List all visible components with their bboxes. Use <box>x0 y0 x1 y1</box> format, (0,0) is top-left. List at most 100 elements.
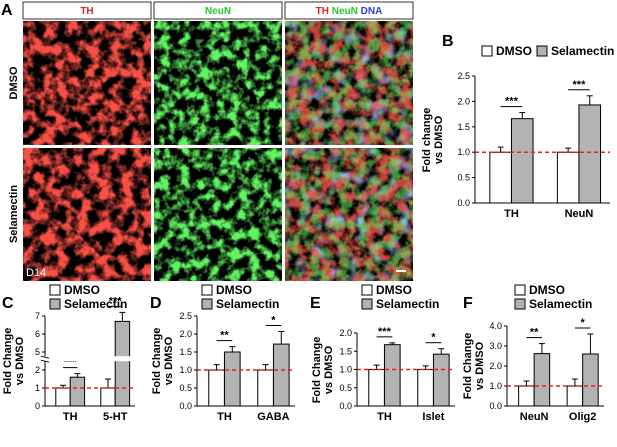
panel-d: D 0.0 0.5 1.0 1.5 2.0 2.5 Fold Changevs DMSO DMS… <box>150 283 295 423</box>
bar-dmso <box>100 387 116 407</box>
y-tick-label: 1.0 <box>457 147 470 157</box>
y-axis-label-line: Fold Change <box>151 328 163 395</box>
bar-dmso <box>489 151 512 204</box>
significance-label: *** <box>573 79 587 91</box>
legend-label-dmso: DMSO <box>529 283 565 297</box>
row-label-selamectin: Selamectin <box>8 185 20 243</box>
column-header-0: TH <box>80 6 93 17</box>
panel-c: C 0 1 2 5 6 7 Fold Changevs DMSO DMSOSelamectin*… <box>2 283 135 423</box>
panel-b: B 0.0 0.5 1.0 1.5 2.0 2.5 Fold changevs DMSO DMS… <box>421 33 614 220</box>
legend-swatch-selamectin <box>49 298 61 310</box>
y-tick-label: 1.0 <box>339 365 352 375</box>
bar-dmso <box>417 369 434 407</box>
category-label: TH <box>217 411 232 423</box>
y-tick-label: 7 <box>35 311 40 321</box>
image-dmso-merge <box>285 21 413 145</box>
significance-label: * <box>271 314 276 326</box>
legend-label-selamectin: Selamectin <box>376 297 439 311</box>
category-label: TH <box>63 411 78 423</box>
column-header-part: NeuN <box>329 6 358 17</box>
y-axis-label-line: Fold change <box>421 108 433 173</box>
y-tick-label: 4.0 <box>489 321 502 331</box>
panel-a-letter: A <box>1 2 13 19</box>
axis-break <box>42 356 132 362</box>
category-label: Islet <box>422 411 444 423</box>
bar-dmso <box>208 369 225 407</box>
panel-letter: B <box>442 33 454 50</box>
y-axis-label: Fold changevs DMSO <box>421 108 445 173</box>
legend-label-dmso: DMSO <box>64 283 100 297</box>
significance-label: ** <box>530 327 539 339</box>
y-tick-label: 1.0 <box>489 381 502 391</box>
day-label: D14 <box>26 267 46 279</box>
legend-label-selamectin: Selamectin <box>529 297 592 311</box>
y-axis-label: Fold Changevs DMSO <box>311 337 335 404</box>
y-axis-label: Fold Changevs DMSO <box>2 328 26 395</box>
row-label-dmso: DMSO <box>8 66 20 99</box>
y-tick-label: 2.0 <box>489 361 502 371</box>
panel-a: A TH NeuN TH NeuN DNA <box>1 1 414 281</box>
y-tick-label: 0 <box>35 401 40 411</box>
scale-bar <box>396 270 406 272</box>
category-label: NeuN <box>520 411 549 423</box>
legend-label-dmso: DMSO <box>496 44 532 58</box>
y-axis-label: Fold Changevs DMSO <box>462 333 486 400</box>
legend-label-dmso: DMSO <box>376 283 412 297</box>
y-tick-label: 1.5 <box>179 347 192 357</box>
y-axis-label-line: Fold Change <box>462 333 474 400</box>
image-selamectin-merge <box>285 148 413 281</box>
category-label: TH <box>377 411 392 423</box>
y-tick-label: 2.0 <box>179 329 192 339</box>
header-th-bg <box>22 1 152 20</box>
axis-break-mark <box>40 359 50 363</box>
column-header-2: TH NeuN DNA <box>316 6 383 17</box>
axis-break-mark <box>40 355 50 359</box>
legend-swatch-selamectin <box>536 45 548 57</box>
bar-dmso <box>368 369 385 407</box>
y-tick-label: 1.5 <box>339 346 352 356</box>
significance-label: *** <box>505 96 519 108</box>
y-tick-label: 1.5 <box>457 122 470 132</box>
bar-selamectin <box>272 343 290 407</box>
category-label: Olig2 <box>569 411 597 423</box>
y-axis-label-line: Fold Change <box>2 328 14 395</box>
y-tick-label: 0.0 <box>339 401 352 411</box>
panel-letter: D <box>150 295 162 312</box>
legend-label-selamectin: Selamectin <box>551 44 614 58</box>
bar-selamectin <box>510 118 534 204</box>
y-axis-label-line: vs DMSO <box>163 336 175 385</box>
image-dmso-th <box>23 21 151 145</box>
legend-swatch-dmso <box>481 45 493 57</box>
y-tick-label: 0.0 <box>489 401 502 411</box>
legend-swatch-dmso <box>361 284 373 296</box>
y-axis-label-line: vs DMSO <box>474 341 486 390</box>
category-label: TH <box>504 208 519 220</box>
y-tick-label: 1.0 <box>179 365 192 375</box>
y-axis-label: Fold Changevs DMSO <box>151 328 175 395</box>
column-header-part: NeuN <box>205 6 231 17</box>
y-tick-label: 2.0 <box>457 96 470 106</box>
y-tick-label: 5 <box>35 347 40 357</box>
column-header-part: DNA <box>358 6 382 17</box>
y-axis-label-line: vs DMSO <box>323 345 335 394</box>
significance-label: *** <box>109 295 123 307</box>
bar-dmso <box>257 369 274 407</box>
significance-label: * <box>431 332 436 344</box>
panel-letter: F <box>463 295 473 312</box>
header-merge-bg <box>284 1 414 20</box>
y-tick-label: 0.5 <box>457 173 470 183</box>
column-header-1: NeuN <box>205 6 231 17</box>
legend-swatch-dmso <box>201 284 213 296</box>
y-axis-label-line: vs DMSO <box>433 115 445 164</box>
y-tick-label: 0.0 <box>457 198 470 208</box>
legend-label-selamectin: Selamectin <box>216 297 279 311</box>
panel-e: E 0.0 0.5 1.0 1.5 2.0 Fold Changevs DMSO DMSOSe… <box>310 283 455 423</box>
category-label: NeuN <box>565 208 594 220</box>
y-tick-label: 0.0 <box>179 401 192 411</box>
significance-label: *** <box>378 326 392 338</box>
bar-selamectin <box>432 353 450 407</box>
image-selamectin-neun <box>154 148 282 281</box>
legend-swatch-dmso <box>49 284 61 296</box>
y-axis-label-line: vs DMSO <box>14 336 26 385</box>
